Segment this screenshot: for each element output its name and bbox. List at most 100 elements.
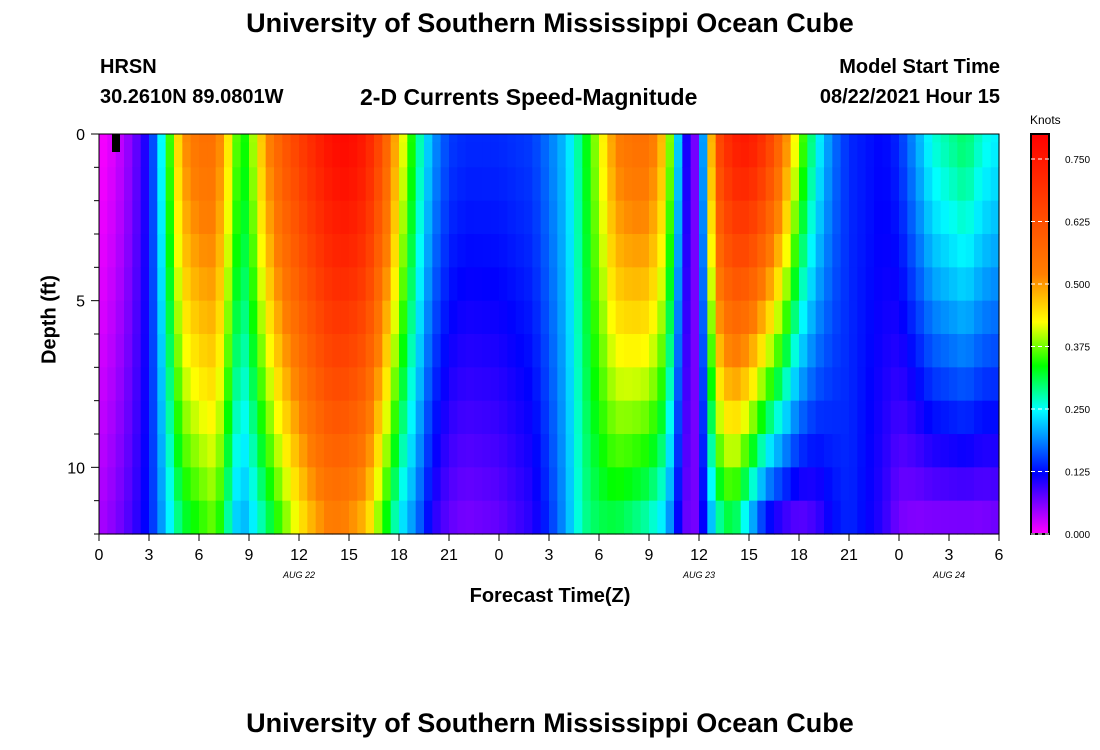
- heatmap-cell: [424, 167, 433, 202]
- heatmap-cell: [832, 400, 842, 435]
- heatmap-cell: [815, 334, 825, 368]
- heatmap-cell: [790, 134, 800, 143]
- heatmap-cell: [790, 300, 800, 335]
- heatmap-cell: [940, 167, 950, 202]
- heatmap-cell: [957, 367, 967, 402]
- heatmap-cell: [332, 367, 342, 402]
- heatmap-cell: [482, 142, 492, 168]
- x-tick-label: 0: [895, 547, 904, 564]
- heatmap-cell: [974, 400, 983, 435]
- heatmap-cell: [674, 134, 683, 143]
- heatmap-cell: [949, 467, 958, 502]
- heatmap-cell: [615, 267, 625, 302]
- heatmap-cell: [907, 367, 917, 402]
- heatmap-cell: [265, 167, 275, 202]
- heatmap-cell: [949, 434, 958, 468]
- heatmap-cell: [757, 234, 767, 268]
- heatmap-cell: [765, 200, 775, 235]
- heatmap-cell: [532, 434, 542, 468]
- heatmap-cell: [282, 434, 292, 468]
- heatmap-cell: [632, 234, 642, 268]
- heatmap-cell: [774, 234, 783, 268]
- heatmap-cell: [990, 467, 1000, 502]
- heatmap-cell: [865, 142, 875, 168]
- heatmap-cell: [449, 234, 458, 268]
- heatmap-cell: [207, 367, 217, 402]
- heatmap-cell: [832, 267, 842, 302]
- heatmap-cell: [107, 467, 117, 502]
- heatmap-cell: [732, 200, 742, 235]
- heatmap-cell: [924, 167, 933, 202]
- heatmap-cell: [732, 367, 742, 402]
- heatmap-cell: [832, 367, 842, 402]
- heatmap-cell: [932, 200, 942, 235]
- heatmap-cell: [682, 367, 692, 402]
- heatmap-cell: [190, 367, 200, 402]
- heatmap-cell: [565, 134, 575, 143]
- heatmap-cell: [382, 500, 392, 535]
- heatmap-cell: [432, 367, 442, 402]
- heatmap-cell: [365, 334, 375, 368]
- heatmap-cell: [457, 434, 467, 468]
- heatmap-cell: [307, 234, 317, 268]
- heatmap-cell: [974, 467, 983, 502]
- heatmap-cell: [657, 134, 667, 143]
- heatmap-cell: [374, 300, 383, 335]
- heatmap-cell: [274, 167, 283, 202]
- heatmap-cell: [374, 334, 383, 368]
- heatmap-cell: [899, 400, 908, 435]
- heatmap-cell: [307, 500, 317, 535]
- heatmap-cell: [882, 400, 892, 435]
- heatmap-cell: [599, 267, 608, 302]
- heatmap-cell: [632, 142, 642, 168]
- heatmap-cell: [190, 400, 200, 435]
- heatmap-cell: [432, 234, 442, 268]
- heatmap-cell: [699, 200, 708, 235]
- heatmap-cell: [832, 467, 842, 502]
- heatmap-cell: [415, 134, 425, 143]
- heatmap-cell: [890, 267, 900, 302]
- heatmap-cell: [765, 367, 775, 402]
- heatmap-cell: [340, 200, 350, 235]
- heatmap-cell: [765, 500, 775, 535]
- heatmap-cell: [215, 200, 225, 235]
- heatmap-cell: [907, 434, 917, 468]
- heatmap-cell: [574, 467, 583, 502]
- heatmap-cell: [415, 300, 425, 335]
- heatmap-cell: [349, 200, 358, 235]
- heatmap-cell: [640, 234, 650, 268]
- heatmap-cell: [399, 500, 408, 535]
- heatmap-cell: [457, 167, 467, 202]
- heatmap-cell: [649, 500, 658, 535]
- heatmap-cell: [990, 334, 1000, 368]
- heatmap-cell: [524, 142, 533, 168]
- heatmap-cell: [782, 134, 792, 143]
- heatmap-cell: [599, 334, 608, 368]
- heatmap-cell: [974, 367, 983, 402]
- heatmap-cell: [699, 500, 708, 535]
- heatmap-cell: [524, 334, 533, 368]
- station-coords: 30.2610N 89.0801W: [100, 86, 284, 108]
- heatmap-cell: [740, 167, 750, 202]
- heatmap-cell: [574, 234, 583, 268]
- heatmap-cell: [832, 234, 842, 268]
- heatmap-cell: [707, 167, 717, 202]
- heatmap-cell: [382, 300, 392, 335]
- heatmap-cell: [440, 200, 450, 235]
- heatmap-cell: [882, 467, 892, 502]
- heatmap-cell: [765, 134, 775, 143]
- heatmap-cell: [940, 467, 950, 502]
- heatmap-cell: [882, 267, 892, 302]
- heatmap-cell: [132, 167, 142, 202]
- heatmap-cell: [490, 434, 500, 468]
- heatmap-cell: [799, 500, 808, 535]
- heatmap-cell: [649, 142, 658, 168]
- heatmap-cell: [390, 334, 400, 368]
- heatmap-cell: [290, 367, 300, 402]
- heatmap-cell: [324, 367, 333, 402]
- heatmap-cell: [149, 134, 158, 143]
- heatmap-cell: [165, 300, 175, 335]
- heatmap-cell: [174, 334, 183, 368]
- heatmap-cell: [140, 400, 150, 435]
- heatmap-cell: [232, 367, 242, 402]
